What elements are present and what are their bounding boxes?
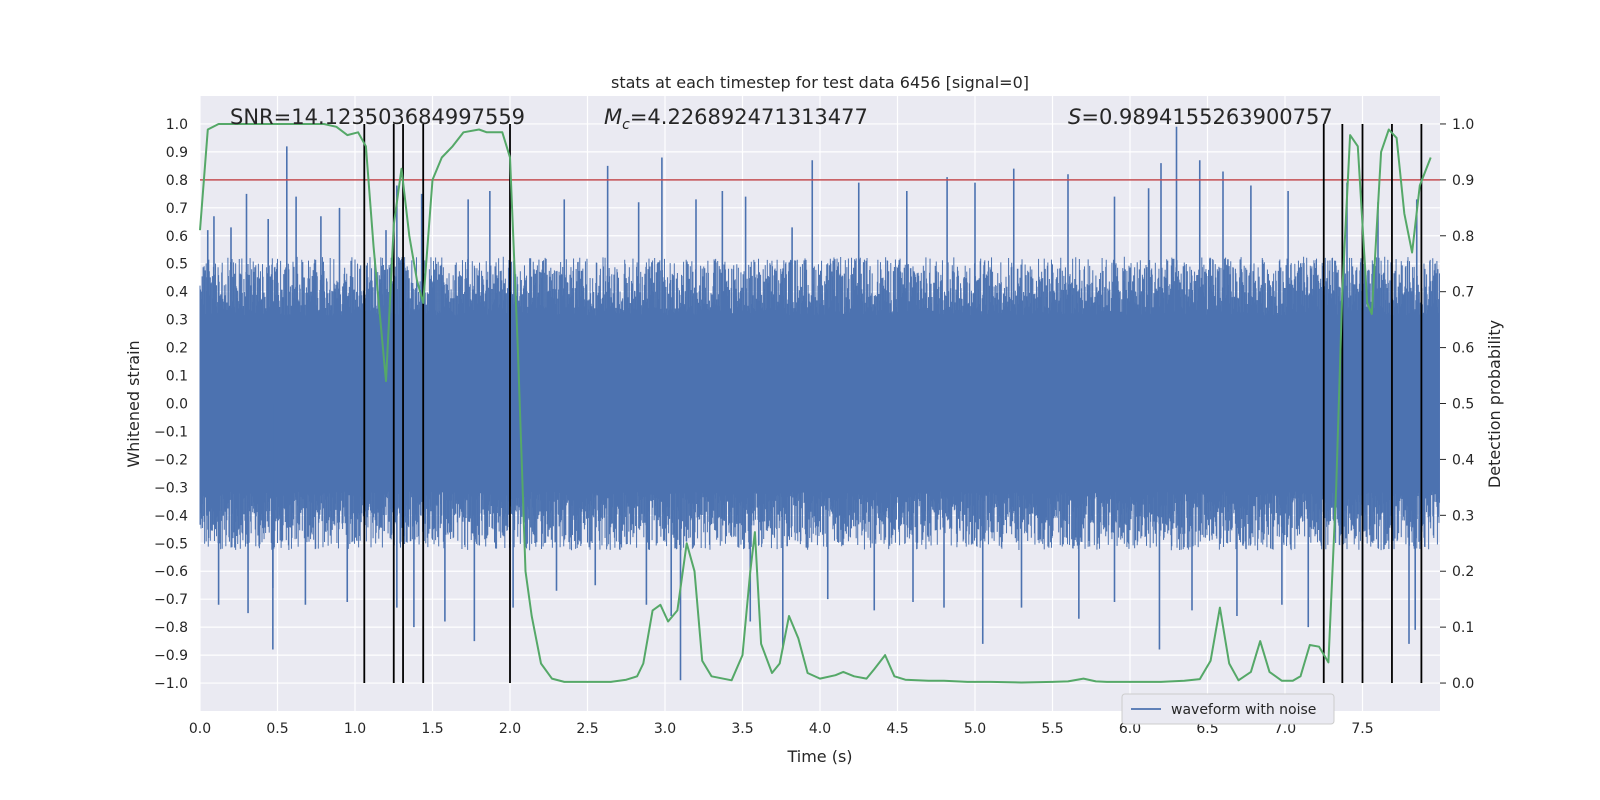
y-tick-label: −0.9 <box>154 648 188 664</box>
x-tick-label: 1.5 <box>421 721 443 737</box>
tick-labels: 0.0 0.5 1.0 1.5 2.0 2.5 3.0 3.5 4.0 4.5 5.0 5.5 6.0 6… <box>154 117 1474 737</box>
x-tick-label: 6.5 <box>1196 721 1218 737</box>
legend-entry: waveform with noise <box>1171 702 1316 718</box>
y-tick-label: −0.4 <box>154 508 188 524</box>
y-right-tick-label: 0.6 <box>1452 341 1474 357</box>
y-axis-label: Whitened strain <box>124 340 143 467</box>
score-symbol: S <box>1068 105 1081 129</box>
x-tick-label: 0.0 <box>189 721 211 737</box>
y-tick-label: 0.0 <box>166 397 188 413</box>
y-tick-label: −0.3 <box>154 480 188 496</box>
y-tick-label: 0.6 <box>166 229 188 245</box>
x-tick-label: 0.5 <box>266 721 288 737</box>
y-right-tick-label: 0.1 <box>1452 620 1474 636</box>
chirp-mass-subscript: c <box>622 117 630 133</box>
y-tick-label: 0.9 <box>166 145 188 161</box>
x-axis-label: Time (s) <box>786 747 852 766</box>
y-right-tick-label: 0.5 <box>1452 397 1474 413</box>
y-right-tick-label: 0.8 <box>1452 229 1474 245</box>
x-tick-label: 7.5 <box>1351 721 1373 737</box>
y-right-tick-label: 0.0 <box>1452 676 1474 692</box>
y-tick-label: 0.8 <box>166 173 188 189</box>
x-tick-label: 1.0 <box>344 721 366 737</box>
x-tick-label: 2.5 <box>576 721 598 737</box>
y-tick-label: −0.5 <box>154 536 188 552</box>
chirp-mass-annotation: Mc=4.226892471313477 <box>604 105 868 133</box>
y-tick-label: 0.1 <box>166 369 188 385</box>
x-tick-label: 3.0 <box>654 721 676 737</box>
y-right-tick-label: 0.3 <box>1452 508 1474 524</box>
y-tick-label: −1.0 <box>154 676 188 692</box>
y-tick-label: −0.6 <box>154 564 188 580</box>
y-axis-right-label: Detection probability <box>1485 320 1504 488</box>
y-tick-label: 0.7 <box>166 201 188 217</box>
y-tick-label: −0.7 <box>154 592 188 608</box>
x-tick-label: 4.0 <box>809 721 831 737</box>
legend: waveform with noise <box>1121 693 1335 725</box>
x-tick-label: 6.0 <box>1119 721 1141 737</box>
y-tick-label: 0.2 <box>166 341 188 357</box>
x-tick-label: 4.5 <box>886 721 908 737</box>
x-tick-label: 5.0 <box>964 721 986 737</box>
y-right-tick-label: 1.0 <box>1452 117 1474 133</box>
y-right-tick-label: 0.9 <box>1452 173 1474 189</box>
x-tick-label: 3.5 <box>731 721 753 737</box>
y-tick-label: −0.8 <box>154 620 188 636</box>
score-annotation: S=0.9894155263900757 <box>1068 105 1333 129</box>
chirp-mass-symbol: M <box>604 105 622 129</box>
y-tick-label: 0.4 <box>166 285 188 301</box>
y-tick-label: −0.1 <box>154 424 188 440</box>
y-tick-label: 0.3 <box>166 313 188 329</box>
x-tick-label: 2.0 <box>499 721 521 737</box>
snr-annotation: SNR=14.123503684997559 <box>230 105 525 129</box>
legend-box <box>1121 693 1335 725</box>
x-tick-label: 5.5 <box>1041 721 1063 737</box>
y-right-tick-label: 0.7 <box>1452 285 1474 301</box>
y-tick-label: −0.2 <box>154 452 188 468</box>
probability-series <box>199 123 1432 684</box>
chirp-mass-value: =4.226892471313477 <box>630 105 868 129</box>
y-tick-label: 0.5 <box>166 257 188 273</box>
vertical-lines <box>363 123 1423 684</box>
y-tick-label: 1.0 <box>166 117 188 133</box>
chart-title: stats at each timestep for test data 645… <box>611 73 1029 92</box>
waveform-series <box>199 126 1440 681</box>
score-value: =0.9894155263900757 <box>1081 105 1332 129</box>
x-tick-label: 7.0 <box>1274 721 1296 737</box>
probability-line <box>199 123 1432 684</box>
y-right-tick-label: 0.4 <box>1452 452 1474 468</box>
y-right-tick-label: 0.2 <box>1452 564 1474 580</box>
